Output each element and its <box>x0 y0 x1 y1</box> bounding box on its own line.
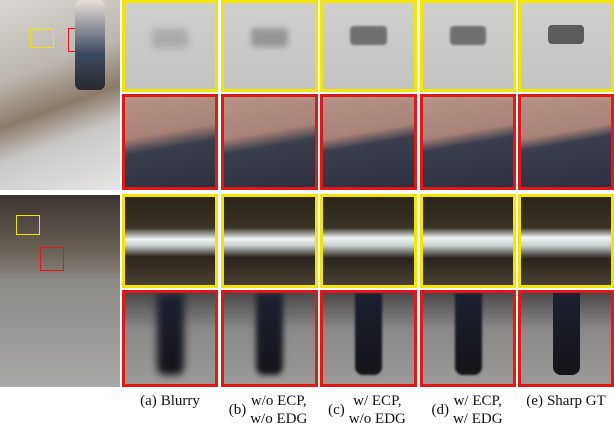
crop-image <box>320 290 417 387</box>
caption-label: (c) <box>328 402 345 419</box>
crop-box <box>16 215 40 235</box>
caption-line: w/o ECP, <box>251 392 307 410</box>
caption-line: w/ ECP, <box>353 392 401 410</box>
person <box>355 293 382 375</box>
crop-box <box>30 28 54 48</box>
crop-image <box>122 94 218 190</box>
caption-label: (d) <box>431 402 449 419</box>
caption-label: (b) <box>229 402 247 419</box>
caption: (a)Blurry <box>140 392 200 410</box>
caption-lines: Blurry <box>161 392 200 410</box>
sign-text <box>350 26 386 45</box>
crop-image <box>221 194 318 288</box>
caption: (e)Sharp GT <box>526 392 605 410</box>
caption: (b)w/o ECP,w/o EDG <box>229 392 308 428</box>
crop-image <box>221 0 318 92</box>
caption-line: w/o EDG <box>349 410 406 428</box>
crop-image <box>518 0 614 92</box>
crop-image <box>320 94 417 190</box>
crop-image <box>221 94 318 190</box>
caption: (c)w/ ECP,w/o EDG <box>328 392 406 428</box>
crop-image <box>420 290 516 387</box>
crop-image <box>518 94 614 190</box>
person <box>256 293 283 375</box>
sign-text <box>548 25 584 44</box>
person <box>75 0 105 90</box>
caption-line: w/ EDG <box>453 410 503 428</box>
crop-image <box>320 194 417 288</box>
person <box>553 293 580 375</box>
caption-line: Blurry <box>161 392 200 410</box>
sign-text <box>251 28 287 47</box>
overview-image <box>0 0 120 190</box>
crop-image <box>518 290 614 387</box>
caption-label: (a) <box>140 393 157 410</box>
person <box>157 293 184 375</box>
crop-image <box>122 0 218 92</box>
person <box>455 293 482 375</box>
crop-image <box>420 194 516 288</box>
sign-text <box>450 26 486 45</box>
caption-lines: w/ ECP,w/o EDG <box>349 392 406 428</box>
caption-lines: Sharp GT <box>547 392 606 410</box>
caption: (d)w/ ECP,w/ EDG <box>431 392 502 428</box>
crop-image <box>320 0 417 92</box>
crop-image <box>518 194 614 288</box>
caption-line: w/o EDG <box>250 410 307 428</box>
caption-label: (e) <box>526 393 543 410</box>
sign-text <box>152 29 188 48</box>
overview-image <box>0 195 120 387</box>
crop-image <box>221 290 318 387</box>
figure: (a)Blurry(b)w/o ECP,w/o EDG(c)w/ ECP,w/o… <box>0 0 614 431</box>
caption-line: Sharp GT <box>547 392 606 410</box>
caption-line: w/ ECP, <box>454 392 502 410</box>
crop-box <box>40 247 64 271</box>
caption-lines: w/ ECP,w/ EDG <box>453 392 503 428</box>
caption-lines: w/o ECP,w/o EDG <box>250 392 307 428</box>
crop-image <box>122 290 218 387</box>
crop-image <box>122 194 218 288</box>
crop-image <box>420 94 516 190</box>
crop-image <box>420 0 516 92</box>
